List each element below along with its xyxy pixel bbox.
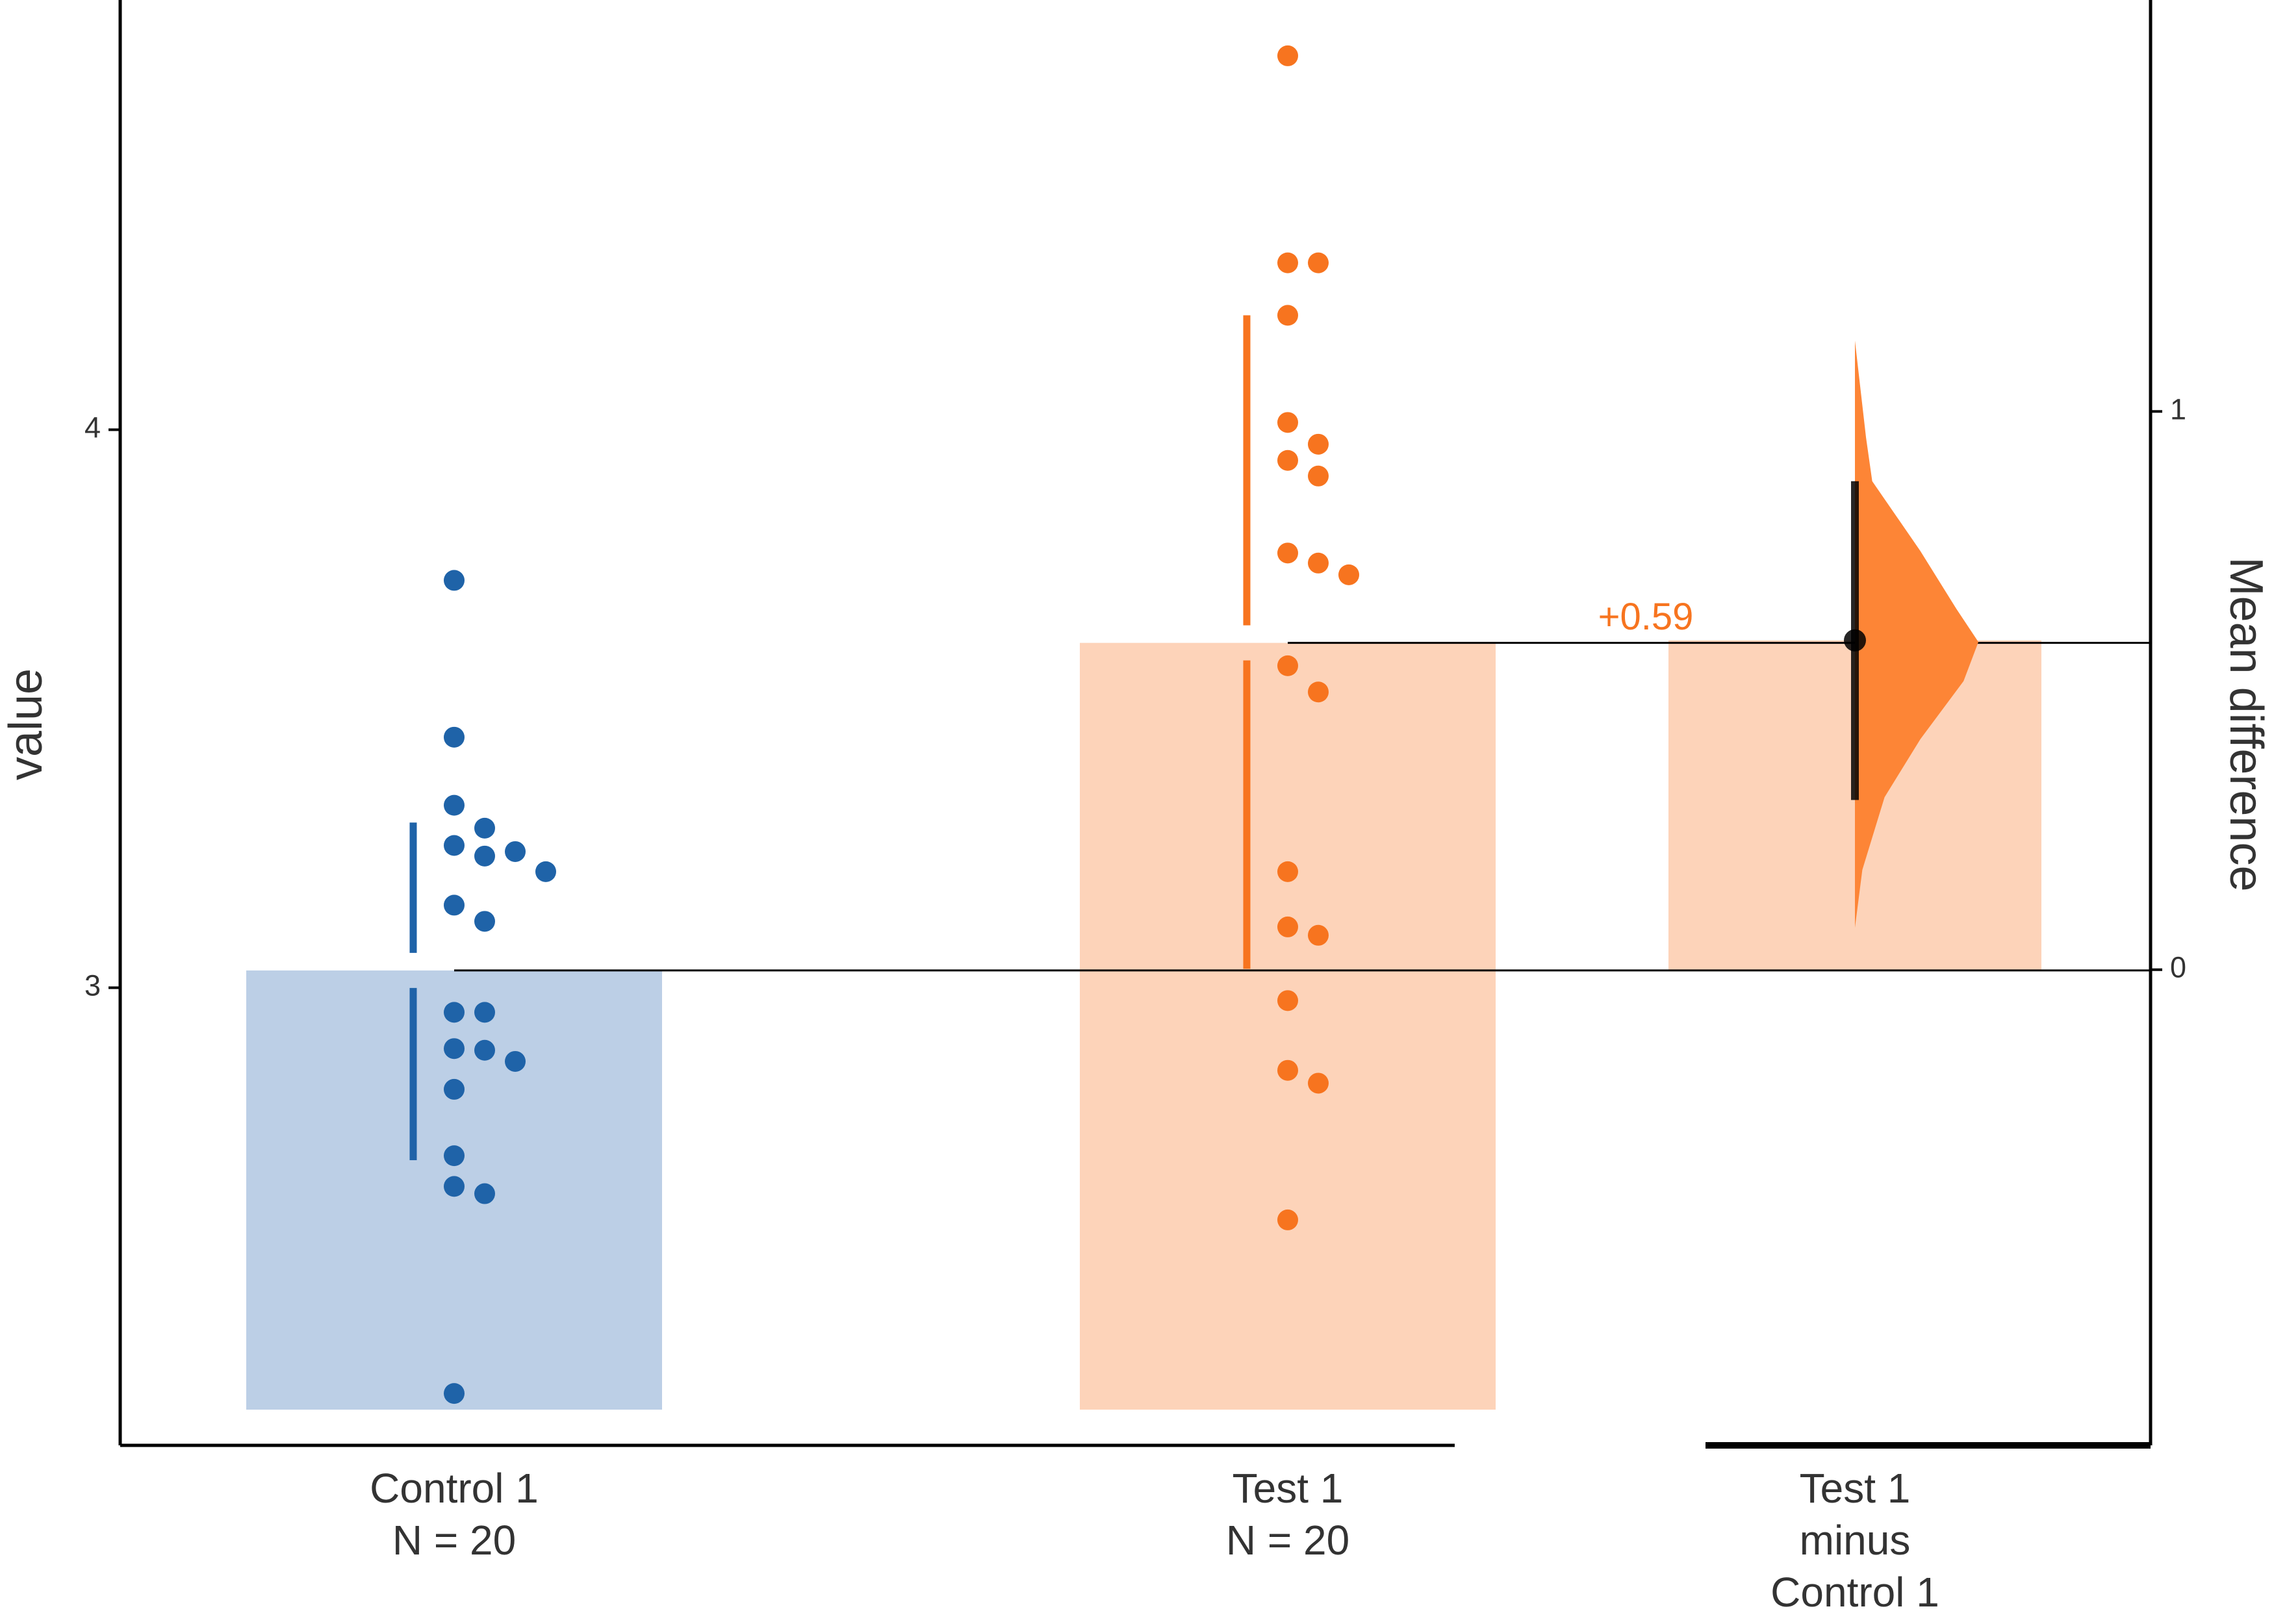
y2-tick-label: 1 [2170,392,2186,425]
data-point [444,1176,465,1197]
data-point [1308,252,1329,273]
data-point [1277,1059,1298,1081]
delta-tick-label: Test 1 [1800,1465,1911,1512]
data-point [1277,305,1298,326]
data-point [1277,861,1298,882]
data-point [1308,465,1329,487]
data-point [474,1039,495,1061]
data-point [1277,412,1298,433]
data-point [444,835,465,856]
bootstrap-distribution [1855,340,1978,928]
data-point [1308,552,1329,574]
delta-point [1844,629,1866,652]
y-tick-label: 4 [84,411,101,444]
x-tick-n-label: N = 20 [392,1517,516,1564]
data-point [444,894,465,916]
data-point [1308,1072,1329,1094]
data-point [1277,1209,1298,1230]
data-point [474,1183,495,1204]
data-point [444,726,465,748]
x-tick-label: Control 1 [370,1465,539,1512]
data-point [444,1145,465,1167]
data-point [474,845,495,867]
data-point [1277,252,1298,273]
data-point [1277,655,1298,676]
mean-bar [1080,642,1496,1410]
data-point [1308,681,1329,703]
y-tick-label: 3 [84,969,101,1002]
data-point [1338,564,1359,585]
delta-tick-label: Control 1 [1770,1569,1939,1616]
y2-axis-title: Mean difference [2220,557,2272,891]
data-point [1308,924,1329,946]
data-point [474,817,495,839]
data-point [1277,542,1298,564]
y2-tick-label: 0 [2170,951,2186,984]
data-point [505,1050,526,1072]
data-point [444,794,465,816]
data-point [1277,450,1298,471]
data-point [505,841,526,862]
data-point [444,1002,465,1023]
x-tick-label: Test 1 [1233,1465,1344,1512]
delta-tick-label: minus [1800,1517,1911,1564]
data-point [1277,990,1298,1011]
data-point [1277,916,1298,937]
y-axis-title: value [0,668,52,780]
data-point [444,1038,465,1059]
data-point [1308,433,1329,455]
data-point [474,1002,495,1023]
data-point [444,1078,465,1100]
data-point [474,911,495,932]
data-point [444,1383,465,1404]
data-point [444,570,465,591]
x-tick-n-label: N = 20 [1226,1517,1349,1564]
data-point [535,861,556,882]
data-point [1277,45,1298,66]
delta-label: +0.59 [1598,596,1694,638]
